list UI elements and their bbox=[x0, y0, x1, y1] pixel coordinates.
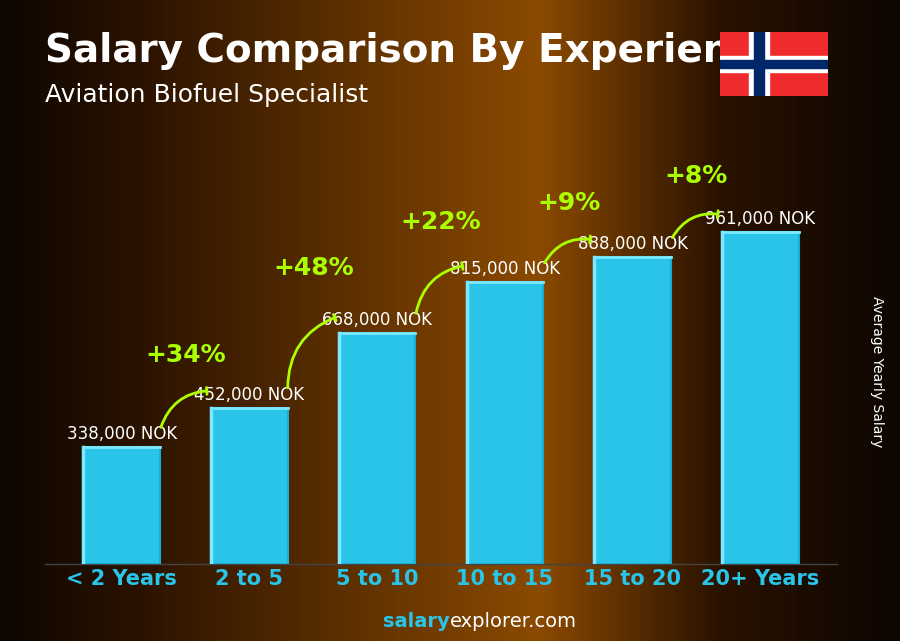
Text: 338,000 NOK: 338,000 NOK bbox=[67, 425, 176, 443]
Bar bbox=[754, 32, 764, 96]
Text: 668,000 NOK: 668,000 NOK bbox=[322, 311, 432, 329]
Bar bbox=[594, 257, 670, 564]
Bar bbox=[84, 447, 160, 564]
Bar bbox=[720, 60, 828, 68]
Bar bbox=[466, 283, 544, 564]
Bar bbox=[212, 408, 288, 564]
Text: Aviation Biofuel Specialist: Aviation Biofuel Specialist bbox=[45, 83, 368, 107]
Bar bbox=[722, 232, 798, 564]
Text: Average Yearly Salary: Average Yearly Salary bbox=[870, 296, 885, 447]
Text: +22%: +22% bbox=[400, 210, 482, 235]
Text: +8%: +8% bbox=[665, 164, 728, 188]
Bar bbox=[338, 333, 416, 564]
Text: 888,000 NOK: 888,000 NOK bbox=[578, 235, 688, 253]
Text: explorer.com: explorer.com bbox=[450, 612, 577, 631]
Text: +9%: +9% bbox=[537, 191, 600, 215]
Bar bbox=[750, 32, 770, 96]
Text: salary: salary bbox=[383, 612, 450, 631]
Bar bbox=[720, 56, 828, 72]
Text: 961,000 NOK: 961,000 NOK bbox=[706, 210, 815, 228]
Text: Salary Comparison By Experience: Salary Comparison By Experience bbox=[45, 32, 779, 70]
Text: +34%: +34% bbox=[145, 343, 226, 367]
Text: 452,000 NOK: 452,000 NOK bbox=[194, 386, 304, 404]
Text: 815,000 NOK: 815,000 NOK bbox=[450, 260, 560, 278]
Text: +48%: +48% bbox=[273, 256, 354, 279]
